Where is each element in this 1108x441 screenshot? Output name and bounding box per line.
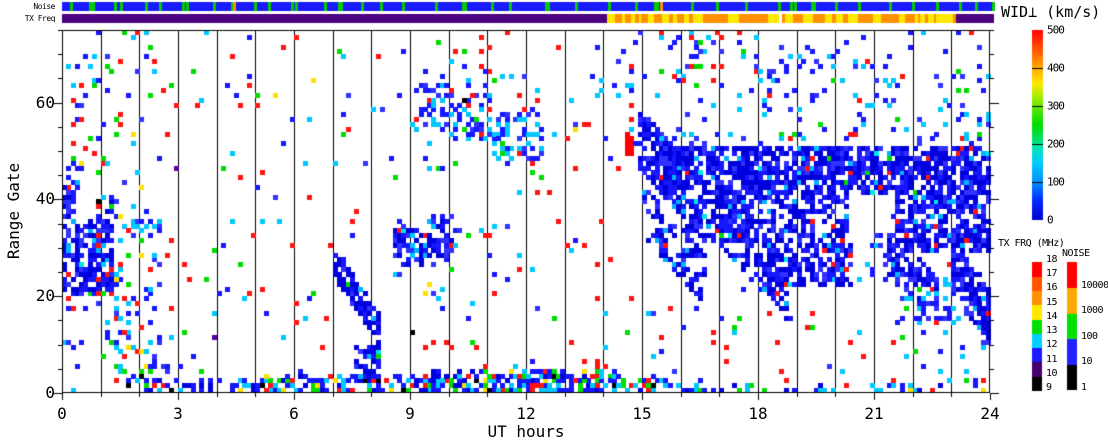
x-axis-label: UT hours (487, 422, 565, 441)
y-tick-label: 0 (45, 383, 55, 402)
noise-colorbar-title: NOISE (1062, 248, 1090, 259)
wid-colorbar-tick-label: 300 (1047, 99, 1065, 113)
y-tick-label: 20 (35, 286, 55, 306)
wid-colorbar-tick-label: 200 (1047, 137, 1065, 151)
noise-colorbar-tick-label: 100 (1081, 330, 1098, 342)
x-tick-label: 6 (289, 404, 299, 423)
x-tick-label: 15 (632, 404, 652, 423)
tx-frq-colorbar-tick-label: 16 (1046, 282, 1058, 294)
tx-freq-strip-label: TX Freq (24, 13, 56, 23)
noise-colorbar-tick-label: 1000 (1081, 305, 1104, 317)
tx-frq-colorbar-tick-label: 10 (1046, 367, 1058, 379)
tx-frq-colorbar-tick-label: 14 (1046, 310, 1058, 322)
x-tick-label: 18 (748, 404, 768, 423)
x-tick-label: 0 (57, 404, 67, 423)
tx-frq-colorbar-tick-label: 17 (1046, 268, 1058, 280)
y-tick-label: 60 (35, 92, 55, 112)
tx-frq-colorbar-tick-label: 11 (1046, 353, 1058, 365)
x-tick-label: 3 (173, 404, 183, 423)
tx-frq-colorbar-tick-label: 9 (1046, 382, 1052, 393)
y-tick-label: 40 (35, 189, 55, 209)
tx-frq-colorbar-tick-label: 15 (1046, 296, 1058, 308)
tx-frq-colorbar-tick-label: 13 (1046, 325, 1058, 337)
x-tick-label: 21 (864, 404, 884, 423)
tx-frq-colorbar-tick-label: 18 (1046, 254, 1058, 265)
wid-colorbar-title: WID⊥ (km/s) (1001, 3, 1101, 21)
tx-frq-colorbar-title: TX FRQ (MHz) (998, 238, 1065, 249)
wid-colorbar-tick-label: 500 (1047, 23, 1065, 37)
y-axis-label: Range Gate (4, 162, 23, 260)
noise-colorbar-tick-label: 10 (1081, 356, 1093, 368)
tx-frq-colorbar-tick-label: 12 (1046, 339, 1058, 351)
noise-colorbar-tick-label: 10000 (1081, 279, 1108, 291)
noise-colorbar-tick-label: 1 (1081, 382, 1087, 393)
wid-colorbar-tick-label: 400 (1047, 61, 1065, 75)
x-tick-label: 9 (405, 404, 415, 423)
wid-colorbar-tick-label: 100 (1047, 175, 1065, 189)
wid-colorbar-tick-label: 0 (1047, 213, 1054, 227)
noise-strip-label: Noise (33, 1, 55, 11)
x-tick-label: 12 (516, 404, 536, 423)
x-tick-label: 24 (980, 404, 1000, 423)
